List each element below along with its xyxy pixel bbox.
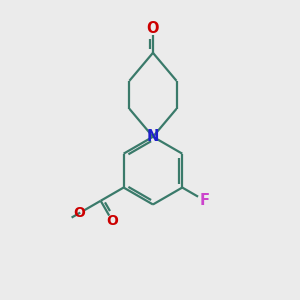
Text: O: O — [106, 214, 119, 228]
Text: O: O — [147, 21, 159, 36]
Text: N: N — [147, 129, 159, 144]
Text: O: O — [73, 206, 85, 220]
Text: F: F — [199, 193, 209, 208]
